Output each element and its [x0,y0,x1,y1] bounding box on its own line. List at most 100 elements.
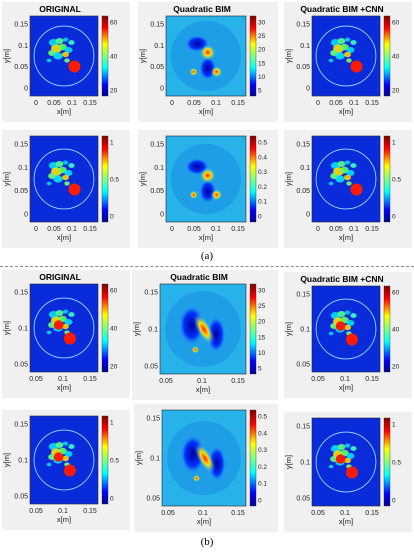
colorbar-tick-label: 0.5 [110,458,119,465]
y-axis-label: y[m] [138,49,147,63]
inclusion-large [346,333,358,346]
tissue-blob [53,52,63,60]
y-tick-label: 0.05 [150,64,164,71]
x-tick-label: 0.05 [311,376,325,383]
inclusion [350,183,363,196]
x-tick-label: 0.1 [198,510,208,517]
peak-region [191,346,200,354]
tissue-blob [344,160,351,165]
x-tick-label: 0.15 [231,378,245,385]
tissue-blob [335,175,345,183]
tissue-blob [53,175,63,183]
tissue-blob [346,320,355,327]
tissue-blob [55,161,64,168]
x-tick-label: 0.1 [340,376,350,383]
colorbar-tick-label: 20 [258,47,266,54]
colorbar [383,135,391,223]
figure-panel: 0.15 0.1 0.050.05 0.1 0.15 x[m] y[m] 0.5 0.4 0.3 0… [134,404,278,532]
x-tick-label: 0 [170,226,174,233]
y-tick-label: 0.1 [18,165,28,172]
inclusion-small [335,321,346,331]
y-tick-label: 0.15 [296,424,310,431]
inclusion-small [53,452,64,462]
colorbar [249,409,257,507]
y-tick-label: 0 [306,86,310,93]
y-tick-label: 0 [24,212,28,219]
y-tick-label: 0.15 [144,290,158,297]
colorbar-tick-label: 0 [392,214,396,221]
plot-border [159,283,247,375]
tissue-blob [340,166,349,174]
inclusion [68,60,81,73]
x-axis-label: x[m] [57,383,71,392]
colorbar-tick-label: 15 [258,334,266,341]
colorbar-tick-label: 40 [392,54,400,61]
plot-border [311,15,381,97]
tissue-blob [350,163,357,168]
tissue-blob [61,174,69,181]
plot-border [311,417,381,507]
figure-panel: ORIGINAL 0.15 0.1 0.050.05 0.1 0.15 x[m] y[m] 60… [2,270,130,398]
y-tick-label: 0.15 [150,142,164,149]
peak-region [189,190,198,200]
x-tick-label: 0.05 [311,510,325,517]
tissue-blob [68,444,75,449]
colorbar-tick-label: 0 [258,214,262,221]
colorbar-tick-label: 0.2 [258,184,267,191]
y-tick-label: 0.05 [296,496,310,503]
section-label-a: (a) [200,250,214,262]
plot-border [311,285,381,373]
x-axis-label: x[m] [196,385,210,394]
colorbar-tick-label: 40 [110,54,118,61]
x-tick-label: 0.05 [47,100,61,107]
y-axis-label: y[m] [2,49,11,63]
x-tick-label: 0.15 [83,100,97,107]
colorbar-tick-label: 1 [110,140,114,147]
x-axis-label: x[m] [57,107,71,116]
figure-panel: Quadratic BIM 0.15 0.1 0.050.05 0.1 0.15 x[m] y… [132,270,278,400]
x-tick-label: 0.1 [67,226,77,233]
x-tick-label: 0.15 [83,226,97,233]
y-tick-label: 0.1 [18,43,28,50]
tissue-blob [58,43,67,51]
panel-title: ORIGINAL [39,272,81,282]
y-tick-label: 0.1 [300,43,310,50]
colorbar-tick-label: 0.5 [392,460,401,467]
tissue-blob [61,323,69,330]
colorbar [249,135,257,223]
tissue-blob [68,163,75,168]
y-tick-label: 0.05 [144,364,158,371]
colorbar-tick-label: 10 [258,350,266,357]
plot-border [165,135,247,223]
x-tick-label: 0.05 [29,376,43,383]
tissue-blob [343,51,351,58]
figure-panel: Quadratic BIM +CNN 0.15 0.1 0.05 00 0.05 0.1 0.… [284,2,412,122]
y-tick-label: 0.1 [300,327,310,334]
y-tick-label: 0 [306,212,310,219]
plot-border [161,409,247,507]
colorbar [249,15,257,97]
tissue-blob [61,455,69,462]
colorbar [101,415,109,505]
inclusion-large [64,464,76,477]
colorbar-tick-label: 0.4 [258,154,267,161]
y-tick-label: 0.15 [150,22,164,29]
y-tick-label: 0.15 [14,422,28,429]
colorbar-tick-label: 5 [258,88,262,95]
colorbar-tick-label: 0 [258,498,262,505]
tissue-blob [46,462,52,467]
outline-circle [33,148,95,210]
colorbar-tick-label: 5 [258,366,262,373]
y-tick-label: 0.15 [296,22,310,29]
inclusion-large [346,466,358,479]
x-tick-label: 0.15 [83,376,97,383]
x-tick-label: 0.15 [231,510,245,517]
figure-panel: 0.15 0.1 0.050.05 0.1 0.15 x[m] y[m] 1 0.5 0 [284,412,412,532]
x-tick-label: 0.05 [329,100,343,107]
x-tick-label: 0.15 [365,510,379,517]
y-tick-label: 0.05 [296,64,310,71]
tissue-blob [68,312,75,317]
y-axis-label: y[m] [284,49,293,63]
y-tick-label: 0.1 [148,327,158,334]
